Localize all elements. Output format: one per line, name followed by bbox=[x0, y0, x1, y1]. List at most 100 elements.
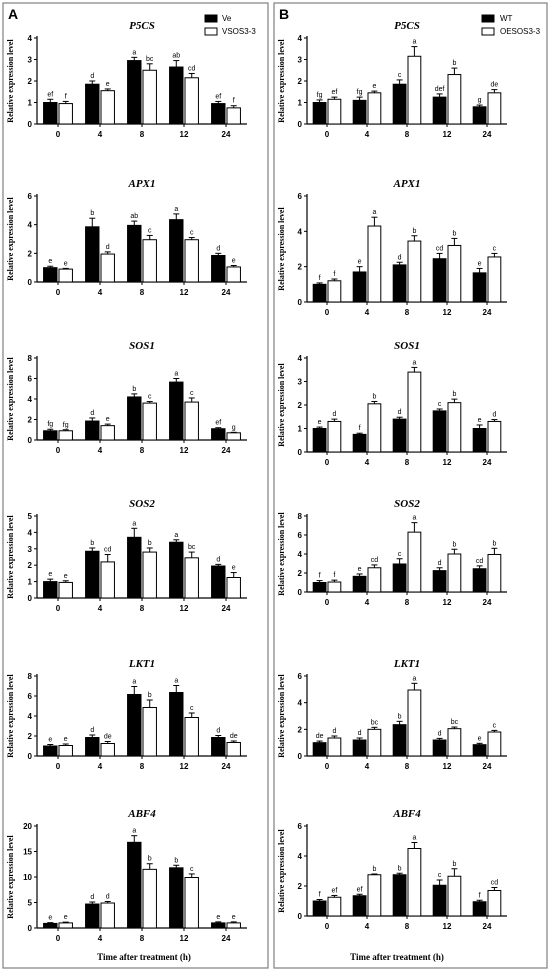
bar-wt-0 bbox=[312, 283, 327, 303]
significance-letter: e bbox=[64, 260, 68, 267]
y-tick-label: 3 bbox=[28, 545, 33, 554]
bar-ve-24 bbox=[211, 428, 226, 441]
x-tick-label: 24 bbox=[222, 130, 231, 139]
significance-letter: d bbox=[106, 893, 110, 900]
bar-wt-4 bbox=[352, 895, 367, 917]
y-tick-label: 2 bbox=[298, 401, 303, 410]
bar-ve-4 bbox=[85, 550, 100, 599]
x-tick-label: 24 bbox=[483, 762, 492, 771]
significance-letter: g bbox=[232, 424, 236, 431]
significance-letter: a bbox=[174, 206, 178, 213]
significance-letter: b bbox=[90, 210, 94, 217]
significance-letter: bc bbox=[188, 544, 196, 551]
significance-letter: e bbox=[478, 417, 482, 424]
y-tick-label: 2 bbox=[28, 416, 33, 425]
bar-vsos3-3-0 bbox=[58, 430, 73, 441]
significance-letter: a bbox=[412, 359, 416, 366]
bar-oesos3-3-12 bbox=[447, 74, 462, 125]
bar-ve-24 bbox=[211, 103, 226, 125]
significance-letter: a bbox=[132, 679, 136, 686]
significance-letter: e bbox=[372, 83, 376, 90]
legend-a-label-2: VSOS3-3 bbox=[222, 27, 256, 36]
y-tick-label: 0 bbox=[298, 120, 303, 129]
significance-letter: e bbox=[478, 260, 482, 267]
significance-letter: b bbox=[412, 228, 416, 235]
x-tick-label: 12 bbox=[180, 934, 189, 943]
x-tick-label: 0 bbox=[325, 598, 330, 607]
y-tick-label: 3 bbox=[28, 56, 33, 65]
significance-letter: d bbox=[438, 730, 442, 737]
legend-a-swatch-1 bbox=[204, 14, 218, 23]
y-tick-label: 0 bbox=[28, 120, 33, 129]
bar-ve-24 bbox=[211, 254, 226, 283]
bar-ve-12 bbox=[169, 219, 184, 283]
significance-letter: b bbox=[452, 861, 456, 868]
significance-letter: e bbox=[232, 914, 236, 921]
significance-letter: c bbox=[148, 394, 152, 401]
y-tick-label: 6 bbox=[298, 672, 303, 681]
panel-a-label: A bbox=[8, 6, 18, 22]
y-tick-label: 0 bbox=[298, 448, 303, 457]
x-tick-label: 8 bbox=[140, 762, 145, 771]
significance-letter: d bbox=[90, 410, 94, 417]
significance-letter: f bbox=[319, 573, 321, 580]
chart-title: ABF4 bbox=[127, 808, 156, 820]
x-tick-label: 0 bbox=[325, 458, 330, 467]
legend-b-label-1: WT bbox=[500, 14, 513, 23]
bar-oesos3-3-12 bbox=[447, 728, 462, 757]
significance-letter: de bbox=[316, 733, 324, 740]
y-tick-label: 0 bbox=[28, 752, 33, 761]
bar-oesos3-3-0 bbox=[327, 420, 342, 453]
significance-letter: a bbox=[412, 835, 416, 842]
bar-oesos3-3-0 bbox=[327, 280, 342, 303]
significance-letter: c bbox=[190, 390, 194, 397]
x-tick-label: 12 bbox=[443, 458, 452, 467]
bar-oesos3-3-12 bbox=[447, 553, 462, 593]
bar-oesos3-3-4 bbox=[367, 728, 382, 757]
x-tick-label: 4 bbox=[98, 604, 103, 613]
panel-b-frame bbox=[273, 2, 548, 969]
bar-oesos3-3-8 bbox=[407, 531, 422, 593]
bar-vsos3-3-12 bbox=[184, 401, 199, 441]
y-tick-label: 6 bbox=[298, 192, 303, 201]
bar-wt-8 bbox=[392, 264, 407, 303]
significance-letter: e bbox=[48, 915, 52, 922]
x-tick-label: 24 bbox=[483, 922, 492, 931]
significance-letter: a bbox=[372, 209, 376, 216]
significance-letter: a bbox=[412, 39, 416, 46]
y-tick-label: 6 bbox=[298, 822, 303, 831]
y-axis-label: Relative expression level bbox=[6, 835, 15, 919]
y-tick-label: 2 bbox=[28, 561, 33, 570]
bar-ve-8 bbox=[127, 536, 142, 599]
x-tick-label: 0 bbox=[56, 604, 61, 613]
x-tick-label: 8 bbox=[140, 934, 145, 943]
bar-vsos3-3-8 bbox=[142, 402, 157, 441]
x-tick-label: 24 bbox=[483, 598, 492, 607]
significance-letter: a bbox=[412, 515, 416, 522]
significance-letter: e bbox=[106, 416, 110, 423]
bar-wt-8 bbox=[392, 83, 407, 125]
significance-letter: de bbox=[104, 734, 112, 741]
bar-vsos3-3-24 bbox=[226, 266, 241, 283]
x-tick-label: 8 bbox=[140, 604, 145, 613]
significance-letter: fg bbox=[357, 89, 363, 96]
bar-oesos3-3-24 bbox=[487, 731, 502, 757]
y-tick-label: 15 bbox=[23, 848, 32, 857]
significance-letter: d bbox=[90, 894, 94, 901]
bar-ve-24 bbox=[211, 737, 226, 757]
significance-letter: b bbox=[398, 865, 402, 872]
y-tick-label: 8 bbox=[28, 672, 33, 681]
significance-letter: c bbox=[190, 705, 194, 712]
significance-letter: b bbox=[452, 391, 456, 398]
y-tick-label: 4 bbox=[298, 227, 303, 236]
significance-letter: a bbox=[174, 678, 178, 685]
y-tick-label: 4 bbox=[28, 34, 33, 43]
bar-oesos3-3-4 bbox=[367, 567, 382, 593]
y-tick-label: 4 bbox=[298, 699, 303, 708]
bar-wt-12 bbox=[432, 96, 447, 125]
significance-letter: cd bbox=[104, 547, 112, 554]
bar-vsos3-3-8 bbox=[142, 868, 157, 929]
bar-vsos3-3-24 bbox=[226, 577, 241, 599]
